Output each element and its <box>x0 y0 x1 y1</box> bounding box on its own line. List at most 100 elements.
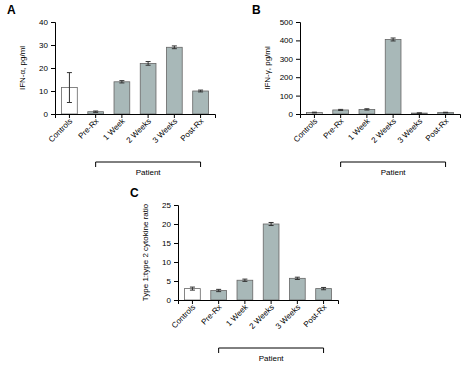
x-tick: 3 Weeks <box>396 114 424 145</box>
tick-label: 20 <box>162 220 171 229</box>
axis-line <box>56 115 216 119</box>
tick-mark <box>296 59 300 60</box>
tick-mark <box>174 300 178 301</box>
panel: 0510152025ControlsPre-Rx1 Week2 Weeks3 W… <box>130 186 339 363</box>
panel-label: C <box>130 186 139 200</box>
tick-mark <box>51 91 55 92</box>
error-cap <box>312 112 317 113</box>
y-axis: 0510152025 <box>162 201 178 305</box>
error-bar <box>321 287 326 289</box>
tick-label: 500 <box>280 18 294 27</box>
tick-label: 5 <box>167 277 172 286</box>
error-cap <box>93 111 98 112</box>
error-cap <box>338 110 343 111</box>
x-tick: 1 Week <box>224 300 250 328</box>
bars <box>62 46 209 114</box>
y-tick: 20 <box>39 64 55 73</box>
error-cap <box>146 65 151 66</box>
bar <box>359 109 375 114</box>
tick-mark <box>244 300 245 304</box>
tick-mark <box>174 205 178 206</box>
error-bar <box>312 112 317 114</box>
error-cap <box>417 113 422 114</box>
tick-label: 0 <box>289 110 294 119</box>
bar <box>114 82 130 114</box>
tick-label: 300 <box>280 55 294 64</box>
error-bar <box>146 62 151 66</box>
error-cap <box>216 289 221 290</box>
tick-label: 2 Weeks <box>125 117 153 145</box>
chart: 010203040ControlsPre-Rx1 Week2 Weeks3 We… <box>0 0 474 386</box>
bar <box>411 113 427 114</box>
tick-label: Pre-Rx <box>321 117 345 141</box>
tick-mark <box>314 114 315 118</box>
tick-label: 40 <box>39 18 48 27</box>
tick-mark <box>366 114 367 118</box>
error-cap <box>190 290 195 291</box>
error-cap <box>172 45 177 46</box>
tick-mark <box>296 96 300 97</box>
y-tick: 25 <box>162 201 178 210</box>
error-cap <box>417 112 422 113</box>
tick-mark <box>393 114 394 118</box>
tick-mark <box>296 22 300 23</box>
y-tick: 500 <box>280 18 300 27</box>
x-tick: 3 Weeks <box>274 300 302 331</box>
x-axis: ControlsPre-Rx1 Week2 Weeks3 WeeksPost-R… <box>170 300 339 331</box>
y-tick: 5 <box>167 277 178 286</box>
tick-label: 3 Weeks <box>151 117 179 145</box>
bar <box>237 280 253 300</box>
error-bar <box>391 38 396 41</box>
error-cap <box>321 289 326 290</box>
axis-line <box>51 23 56 115</box>
tick-label: Pre-Rx <box>76 117 100 141</box>
bar <box>307 113 323 114</box>
error-bar <box>190 287 195 290</box>
x-tick: Pre-Rx <box>199 300 223 327</box>
bar <box>193 91 209 114</box>
x-tick: Pre-Rx <box>321 114 345 141</box>
error-cap <box>198 91 203 92</box>
error-cap <box>295 277 300 278</box>
tick-label: Controls <box>170 303 197 330</box>
panel: 010203040ControlsPre-Rx1 Week2 Weeks3 We… <box>7 3 216 177</box>
tick-mark <box>340 114 341 118</box>
y-tick: 300 <box>280 55 300 64</box>
tick-label: Controls <box>47 117 74 144</box>
axis-line <box>301 115 461 119</box>
x-tick: Post-Rx <box>424 114 450 143</box>
error-cap <box>146 61 151 62</box>
bar <box>333 110 349 114</box>
tick-mark <box>174 281 178 282</box>
y-tick: 20 <box>162 220 178 229</box>
tick-mark <box>271 300 272 304</box>
bar <box>316 289 332 300</box>
bar <box>140 63 156 114</box>
tick-label: Post-Rx <box>302 303 328 329</box>
error-line <box>69 73 70 103</box>
y-tick: 10 <box>162 258 178 267</box>
bracket: Patient <box>219 348 324 363</box>
error-cap <box>312 112 317 113</box>
tick-label: 400 <box>280 36 294 45</box>
tick-mark <box>95 114 96 118</box>
tick-label: Post-Rx <box>424 117 450 143</box>
error-cap <box>391 40 396 41</box>
tick-label: 0 <box>44 110 49 119</box>
error-bar <box>198 90 203 92</box>
y-tick: 15 <box>162 239 178 248</box>
x-axis: ControlsPre-Rx1 Week2 Weeks3 WeeksPost-R… <box>47 114 216 145</box>
tick-label: 100 <box>280 92 294 101</box>
tick-mark <box>296 40 300 41</box>
tick-label: 1 Week <box>101 116 127 142</box>
x-tick: Controls <box>47 114 74 144</box>
bracket-line <box>219 348 324 353</box>
bracket-line <box>96 162 201 167</box>
tick-label: 2 Weeks <box>248 303 276 331</box>
error-line <box>148 62 149 66</box>
error-cap <box>216 291 221 292</box>
error-bar <box>216 289 221 291</box>
tick-label: 1 Week <box>346 116 372 142</box>
tick-mark <box>297 300 298 304</box>
bar <box>88 112 104 114</box>
